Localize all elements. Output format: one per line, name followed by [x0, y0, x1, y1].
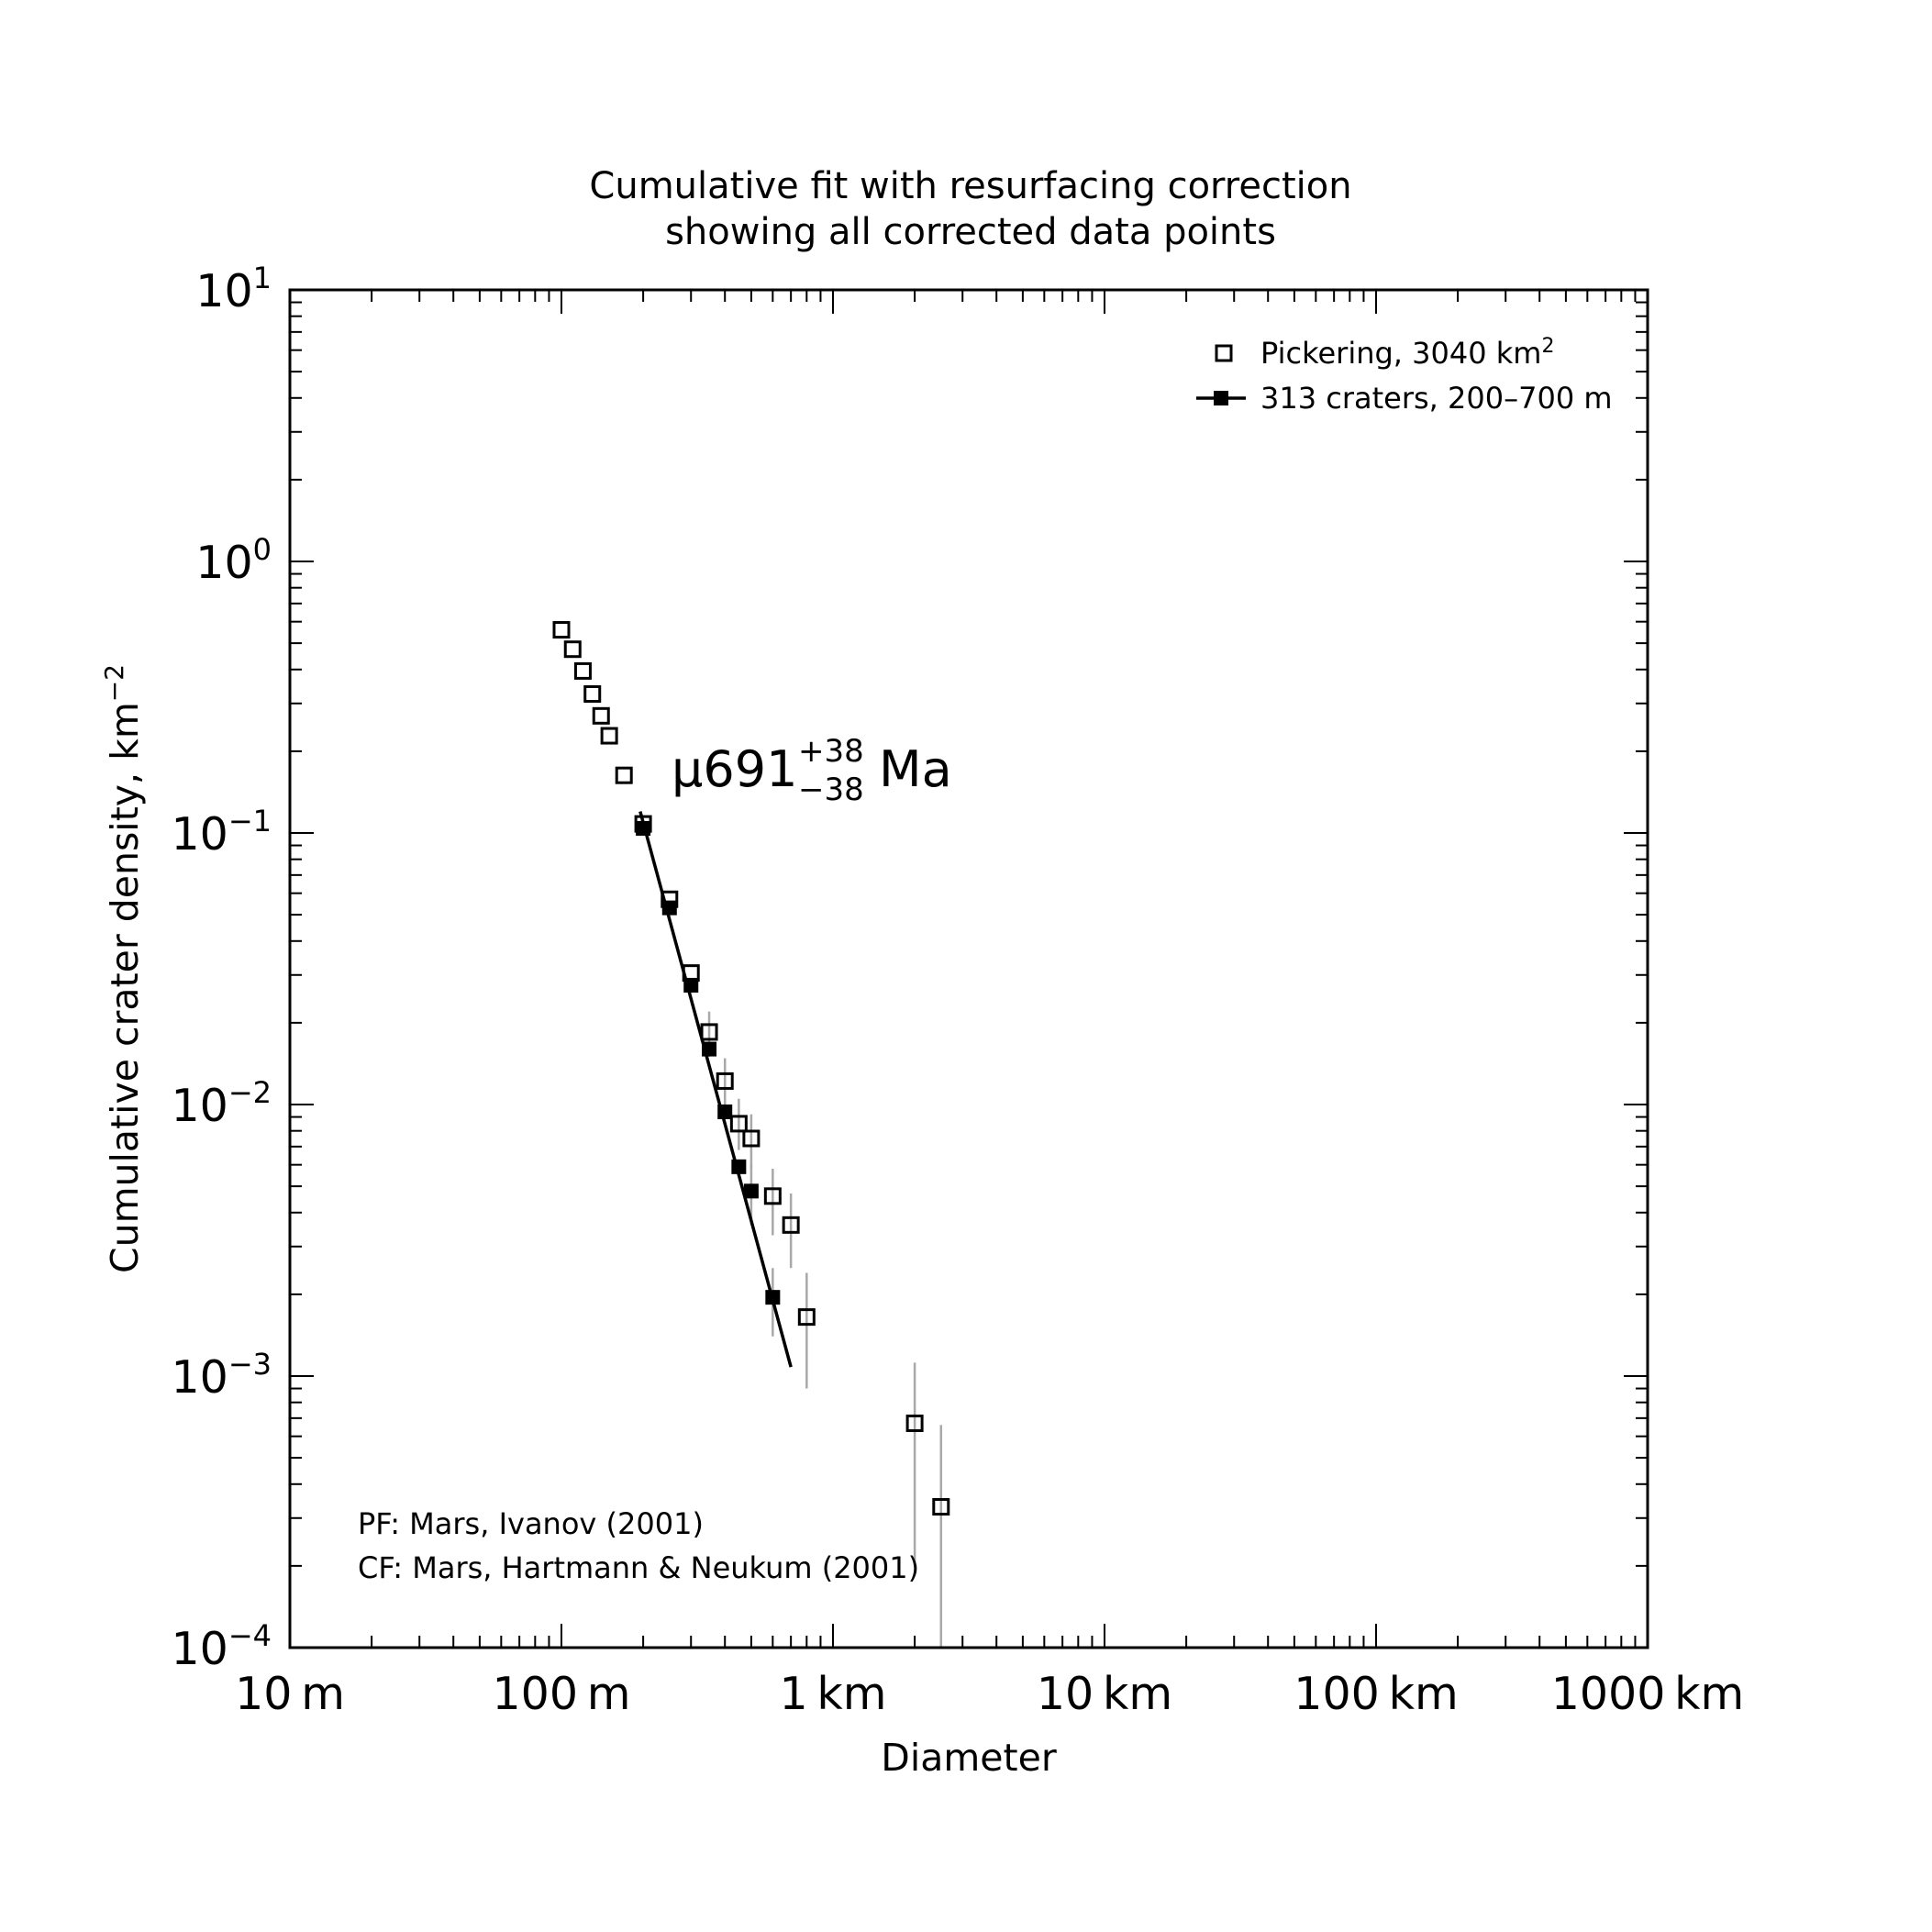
legend: Pickering, 3040 km2 313 craters, 200–700…: [1196, 335, 1613, 416]
y-tick-label-exponent: −3: [228, 1347, 272, 1382]
data-point-filled-square: [683, 977, 699, 993]
data-point-filled-square: [702, 1041, 717, 1057]
data-point-filled-square: [743, 1183, 759, 1199]
x-tick-label: 10 km: [1037, 1668, 1172, 1720]
legend-marker-open-square: [1215, 344, 1233, 362]
age-plus-error: +38: [798, 733, 864, 770]
y-tick-label-base: 10: [171, 1080, 228, 1132]
y-tick-label: 10−4: [171, 1618, 272, 1675]
x-tick-label: 100 km: [1294, 1668, 1458, 1720]
data-point-open-square: [600, 727, 618, 745]
legend-marker-filled-square: [1214, 391, 1228, 405]
note-chronology-function: CF: Mars, Hartmann & Neukum (2001): [358, 1550, 919, 1585]
y-tick-label: 10−1: [171, 804, 272, 861]
y-tick-label-base: 10: [195, 265, 252, 317]
x-tick-labels: 10 m 100 m 1 km 10 km 100 km 1000 km: [235, 1668, 1744, 1720]
data-point-open-square: [583, 684, 602, 703]
note-production-function: PF: Mars, Ivanov (2001): [358, 1506, 704, 1541]
data-point-filled-square: [636, 820, 651, 836]
y-tick-label-exponent: −2: [228, 1075, 272, 1110]
y-tick-label-base: 10: [195, 537, 252, 589]
age-value: μ691: [672, 740, 797, 798]
data-point-open-square: [592, 706, 610, 725]
data-point-open-square: [700, 1023, 718, 1041]
y-tick-label-exponent: 1: [253, 261, 272, 295]
age-minus-error: −38: [798, 772, 864, 808]
chart-title-line-1: Cumulative fit with resurfacing correcti…: [589, 165, 1351, 207]
age-unit: Ma: [879, 740, 952, 798]
data-point-open-square: [729, 1115, 748, 1133]
chart-title: Cumulative fit with resurfacing correcti…: [589, 165, 1351, 253]
data-point-filled-square: [731, 1159, 747, 1174]
legend-label-craters: 313 craters, 200–700 m: [1260, 381, 1613, 416]
x-tick-label: 1 km: [779, 1668, 886, 1720]
y-tick-label: 10−3: [171, 1347, 272, 1404]
y-axis-label-exponent: −2: [99, 664, 129, 702]
data-point-open-square: [763, 1187, 782, 1205]
data-point-open-square: [552, 621, 571, 639]
x-tick-label: 1000 km: [1551, 1668, 1745, 1720]
data-point-open-square: [742, 1129, 761, 1148]
x-tick-label: 100 m: [492, 1668, 630, 1720]
data-point-open-square: [782, 1216, 800, 1234]
x-axis-label: Diameter: [881, 1736, 1057, 1780]
data-point-filled-square: [717, 1104, 733, 1119]
y-tick-label: 10−2: [171, 1075, 272, 1132]
y-tick-label-base: 10: [171, 1623, 228, 1675]
legend-label-pickering: Pickering, 3040 km2: [1260, 335, 1554, 371]
data-point-open-square: [905, 1414, 924, 1432]
x-tick-label: 10 m: [235, 1668, 345, 1720]
legend-label-pickering-text: Pickering, 3040 km: [1260, 336, 1541, 371]
data-point-open-square: [932, 1498, 950, 1516]
data-point-open-square: [563, 640, 582, 659]
y-axis-label-text: Cumulative crater density, km: [103, 702, 147, 1273]
age-annotation: μ691 +38 −38 Ma: [672, 733, 952, 808]
data-point-open-square: [716, 1071, 734, 1090]
legend-label-pickering-sup: 2: [1541, 335, 1554, 358]
y-tick-label: 101: [195, 261, 272, 317]
y-tick-label-exponent: −1: [228, 804, 272, 838]
data-markers: [552, 621, 950, 1516]
data-point-open-square: [797, 1308, 816, 1327]
y-tick-label-base: 10: [171, 808, 228, 861]
data-point-open-square: [615, 766, 633, 784]
y-tick-label-exponent: 0: [253, 532, 272, 567]
plot-frame: [288, 288, 1649, 1649]
data-point-filled-square: [765, 1290, 781, 1305]
y-tick-label-base: 10: [171, 1351, 228, 1404]
data-point-filled-square: [661, 900, 677, 916]
y-tick-label: 100: [195, 532, 272, 589]
chart-title-line-2: showing all corrected data points: [665, 211, 1276, 253]
axis-ticks: [289, 289, 1649, 1649]
y-axis-label: Cumulative crater density, km−2: [99, 664, 147, 1273]
error-bars: [707, 1011, 943, 1648]
data-point-open-square: [573, 661, 592, 680]
y-tick-label-exponent: −4: [228, 1618, 272, 1653]
